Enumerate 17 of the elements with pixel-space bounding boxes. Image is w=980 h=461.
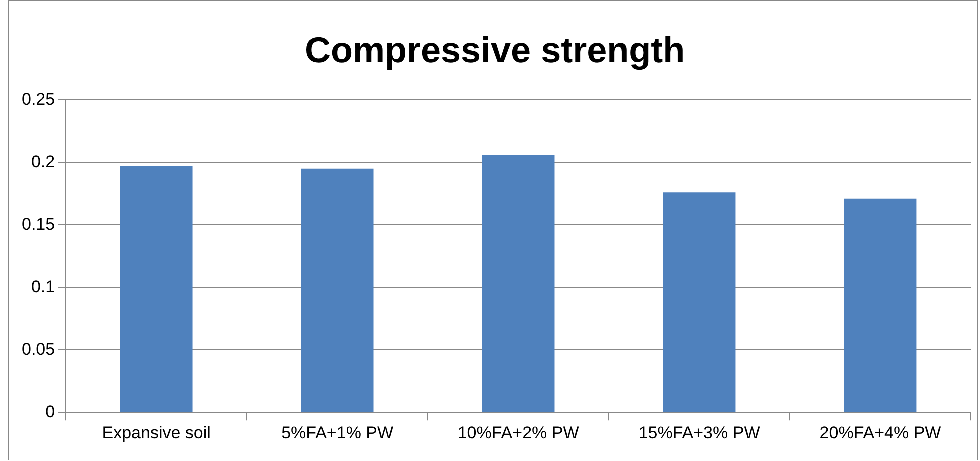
y-tick-label: 0.05 [22, 340, 56, 359]
x-tick-label: 5%FA+1% PW [282, 423, 394, 442]
bar [482, 155, 555, 412]
bar [301, 168, 374, 412]
bar [663, 192, 736, 412]
y-tick-label: 0 [46, 402, 56, 422]
y-tick-label: 0.25 [22, 90, 56, 109]
y-tick-label: 0.15 [22, 214, 56, 234]
x-tick-label: 15%FA+3% PW [638, 423, 760, 442]
bar [120, 166, 193, 412]
chart-title: Compressive strength [304, 30, 686, 71]
x-tick-label: 10%FA+2% PW [458, 423, 580, 442]
x-tick-label: 20%FA+4% PW [820, 423, 942, 442]
y-tick-label: 0.2 [31, 152, 56, 172]
y-tick-label: 0.1 [31, 277, 56, 296]
x-tick-label: Expansive soil [102, 423, 211, 442]
bar [844, 198, 917, 412]
